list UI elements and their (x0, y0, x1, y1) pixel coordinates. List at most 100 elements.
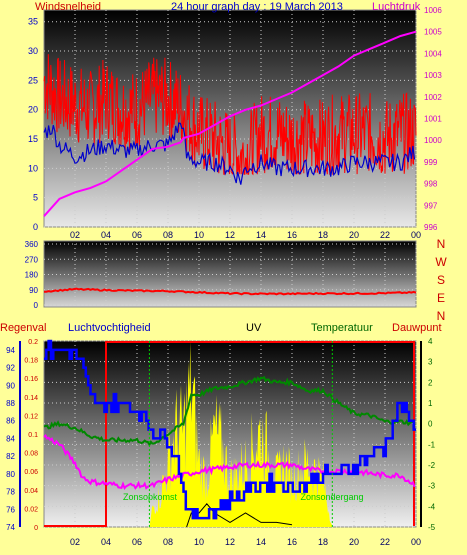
x-tick-label: 02 (70, 230, 80, 240)
humidity-tick-label: 74 (6, 523, 15, 532)
humidity-tick-label: 94 (6, 346, 15, 355)
temp-tick-label: 3 (428, 358, 433, 367)
temp-tick-label: -3 (428, 482, 436, 491)
x-tick-label: 00 (411, 537, 421, 547)
x-tick-label: 16 (287, 537, 297, 547)
y-tick-label: 270 (25, 255, 39, 264)
compass-label: W (435, 255, 447, 269)
x-tick-label: 06 (132, 537, 142, 547)
uv-series-area (149, 341, 333, 527)
y-tick-label: 1003 (424, 71, 442, 80)
rain-tick-label: 0.08 (24, 451, 38, 458)
x-tick-label: 10 (194, 230, 204, 240)
x-tick-label: 14 (256, 230, 266, 240)
sunrise-label: Zonsopkomst (123, 492, 178, 502)
gust-series-line (43, 54, 417, 176)
temp-tick-label: 2 (428, 378, 433, 387)
x-tick-label: 02 (70, 537, 80, 547)
humidity-tick-label: 80 (6, 470, 15, 479)
temperature-series-line (43, 375, 416, 447)
rain-tick-label: 0.18 (24, 358, 38, 365)
y-tick-label: 997 (424, 201, 438, 210)
direction-series-line (43, 287, 417, 296)
rain-tick-label: 0.2 (28, 339, 38, 346)
humidity-series-line (44, 339, 416, 520)
x-tick-label: 20 (349, 537, 359, 547)
temp-tick-label: -2 (428, 461, 436, 470)
humidity-tick-label: 76 (6, 505, 15, 514)
y-tick-label: 35 (28, 17, 38, 27)
humidity-tick-label: 90 (6, 381, 15, 390)
x-tick-label: 00 (411, 230, 421, 240)
rain-tick-label: 0.04 (24, 488, 38, 495)
wind-series-line (43, 122, 416, 185)
compass-label: N (437, 237, 446, 251)
humidity-tick-label: 84 (6, 434, 15, 443)
x-tick-label: 12 (225, 230, 235, 240)
y-tick-label: 1005 (424, 28, 442, 37)
temp-tick-label: -4 (428, 502, 436, 511)
x-tick-label: 16 (287, 230, 297, 240)
temp-tick-label: 4 (428, 337, 433, 346)
pressure-axis-title: Luchtdruk (372, 1, 421, 13)
pressure-series-line (43, 30, 417, 217)
y-tick-label: 0 (33, 222, 38, 232)
chart-title: 24 hour graph day : 19 March 2013 (171, 1, 343, 13)
compass-label: N (437, 309, 446, 323)
y-tick-label: 1002 (424, 93, 442, 102)
y-tick-label: 180 (25, 271, 39, 280)
humidity-tick-label: 78 (6, 488, 15, 497)
y-tick-label: 996 (424, 223, 438, 232)
x-tick-label: 14 (256, 537, 266, 547)
x-tick-label: 10 (194, 537, 204, 547)
x-tick-label: 12 (225, 537, 235, 547)
sunset-label: Zonsondergang (300, 492, 363, 502)
y-tick-label: 5 (33, 193, 38, 203)
humidity-tick-label: 92 (6, 364, 15, 373)
x-tick-label: 18 (318, 230, 328, 240)
humidity-tick-label: 82 (6, 452, 15, 461)
x-tick-label: 08 (163, 230, 173, 240)
rain-tick-label: 0.1 (28, 432, 38, 439)
rain-series-line (44, 341, 415, 527)
x-tick-label: 22 (380, 230, 390, 240)
rain-label: Regenval (0, 322, 46, 334)
temp-tick-label: 0 (428, 420, 433, 429)
y-tick-label: 0 (34, 301, 39, 310)
y-tick-label: 20 (28, 105, 38, 115)
rain-tick-label: 0.14 (24, 395, 38, 402)
y-tick-label: 999 (424, 158, 438, 167)
y-tick-label: 15 (28, 134, 38, 144)
compass-label: S (437, 273, 445, 287)
wind-axis-title: Windsnelheid (35, 1, 101, 13)
humidity-tick-label: 88 (6, 399, 15, 408)
y-tick-label: 1004 (424, 49, 442, 58)
y-tick-label: 1006 (424, 6, 442, 15)
x-tick-label: 04 (101, 230, 111, 240)
x-tick-label: 04 (101, 537, 111, 547)
temperature-label: Temperatuur (311, 322, 373, 334)
y-tick-label: 30 (28, 46, 38, 56)
temp-tick-label: -5 (428, 523, 436, 532)
x-tick-label: 22 (380, 537, 390, 547)
y-tick-label: 90 (29, 286, 38, 295)
humidity-tick-label: 86 (6, 417, 15, 426)
rain-tick-label: 0.06 (24, 469, 38, 476)
rain-tick-label: 0.12 (24, 413, 38, 420)
temp-tick-label: -1 (428, 440, 436, 449)
x-tick-label: 08 (163, 537, 173, 547)
x-tick-label: 18 (318, 537, 328, 547)
rain-tick-label: 0.16 (24, 376, 38, 383)
x-tick-label: 20 (349, 230, 359, 240)
y-tick-label: 10 (28, 163, 38, 173)
compass-label: E (437, 291, 445, 305)
y-tick-label: 360 (25, 240, 39, 249)
uv-label: UV (246, 322, 262, 334)
humidity-label: Luchtvochtigheid (68, 322, 151, 334)
rain-tick-label: 0.02 (24, 506, 38, 513)
dewpoint-label: Dauwpunt (392, 322, 442, 334)
y-tick-label: 1001 (424, 115, 442, 124)
y-tick-label: 1000 (424, 136, 442, 145)
temp-tick-label: 1 (428, 399, 433, 408)
